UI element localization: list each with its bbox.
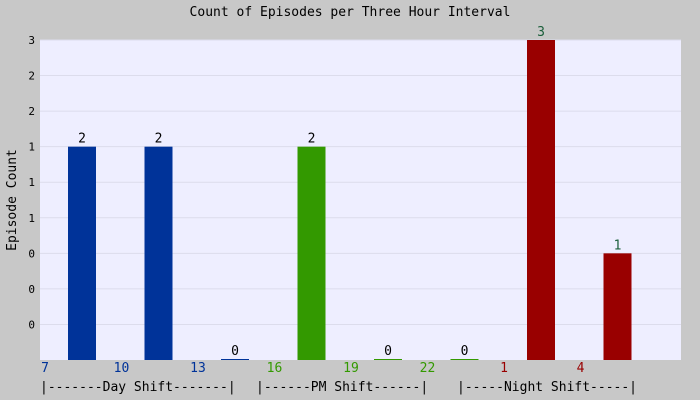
data-label: 2 [155,132,163,147]
x-tick-label: 10 [114,361,130,376]
x-tick-label: 19 [343,361,359,376]
x-tick-label: 7 [41,361,49,376]
data-label: 0 [384,344,392,359]
bar [144,146,173,360]
y-tick-label: 2 [28,70,35,83]
x-tick-label: 16 [267,361,283,376]
chart-title: Count of Episodes per Three Hour Interva… [190,5,511,20]
y-tick-label: 0 [28,247,35,260]
data-label: 0 [461,344,469,359]
y-tick-label: 2 [28,105,35,118]
y-tick-label: 1 [28,141,35,154]
x-tick-label: 22 [420,361,436,376]
x-tick-label: 1 [500,361,508,376]
shift-label: |-----Night Shift-----| [457,380,637,395]
data-label: 2 [78,132,86,147]
x-tick-label: 4 [577,361,585,376]
shift-label: |-------Day Shift-------| [40,380,236,395]
y-axis-label: Episode Count [5,149,20,251]
y-tick-label: 0 [28,318,35,331]
x-tick-label: 13 [190,361,206,376]
y-tick-label: 0 [28,283,35,296]
y-tick-label: 1 [28,212,35,225]
bar [603,253,632,360]
bar [527,40,555,360]
bar [297,146,326,360]
shift-label: |------PM Shift------| [256,380,428,395]
x-axis: 7 10 13 16 19 22 1 4 [41,361,585,376]
bar [374,359,402,360]
data-label: 3 [537,25,545,40]
bar [450,359,479,360]
plot-area [40,40,681,360]
data-labels: 2 2 0 2 0 0 3 1 [78,25,621,359]
y-tick-label: 3 [28,34,35,47]
data-label: 1 [614,238,622,253]
y-axis: 0 0 0 1 1 1 2 2 3 [28,34,35,331]
data-label: 2 [308,132,316,147]
bar [68,146,96,360]
data-label: 0 [231,344,239,359]
bar-series [68,40,632,360]
y-tick-label: 1 [28,176,35,189]
shift-labels: |-------Day Shift-------| |------PM Shift… [40,380,637,395]
bar [221,359,249,360]
